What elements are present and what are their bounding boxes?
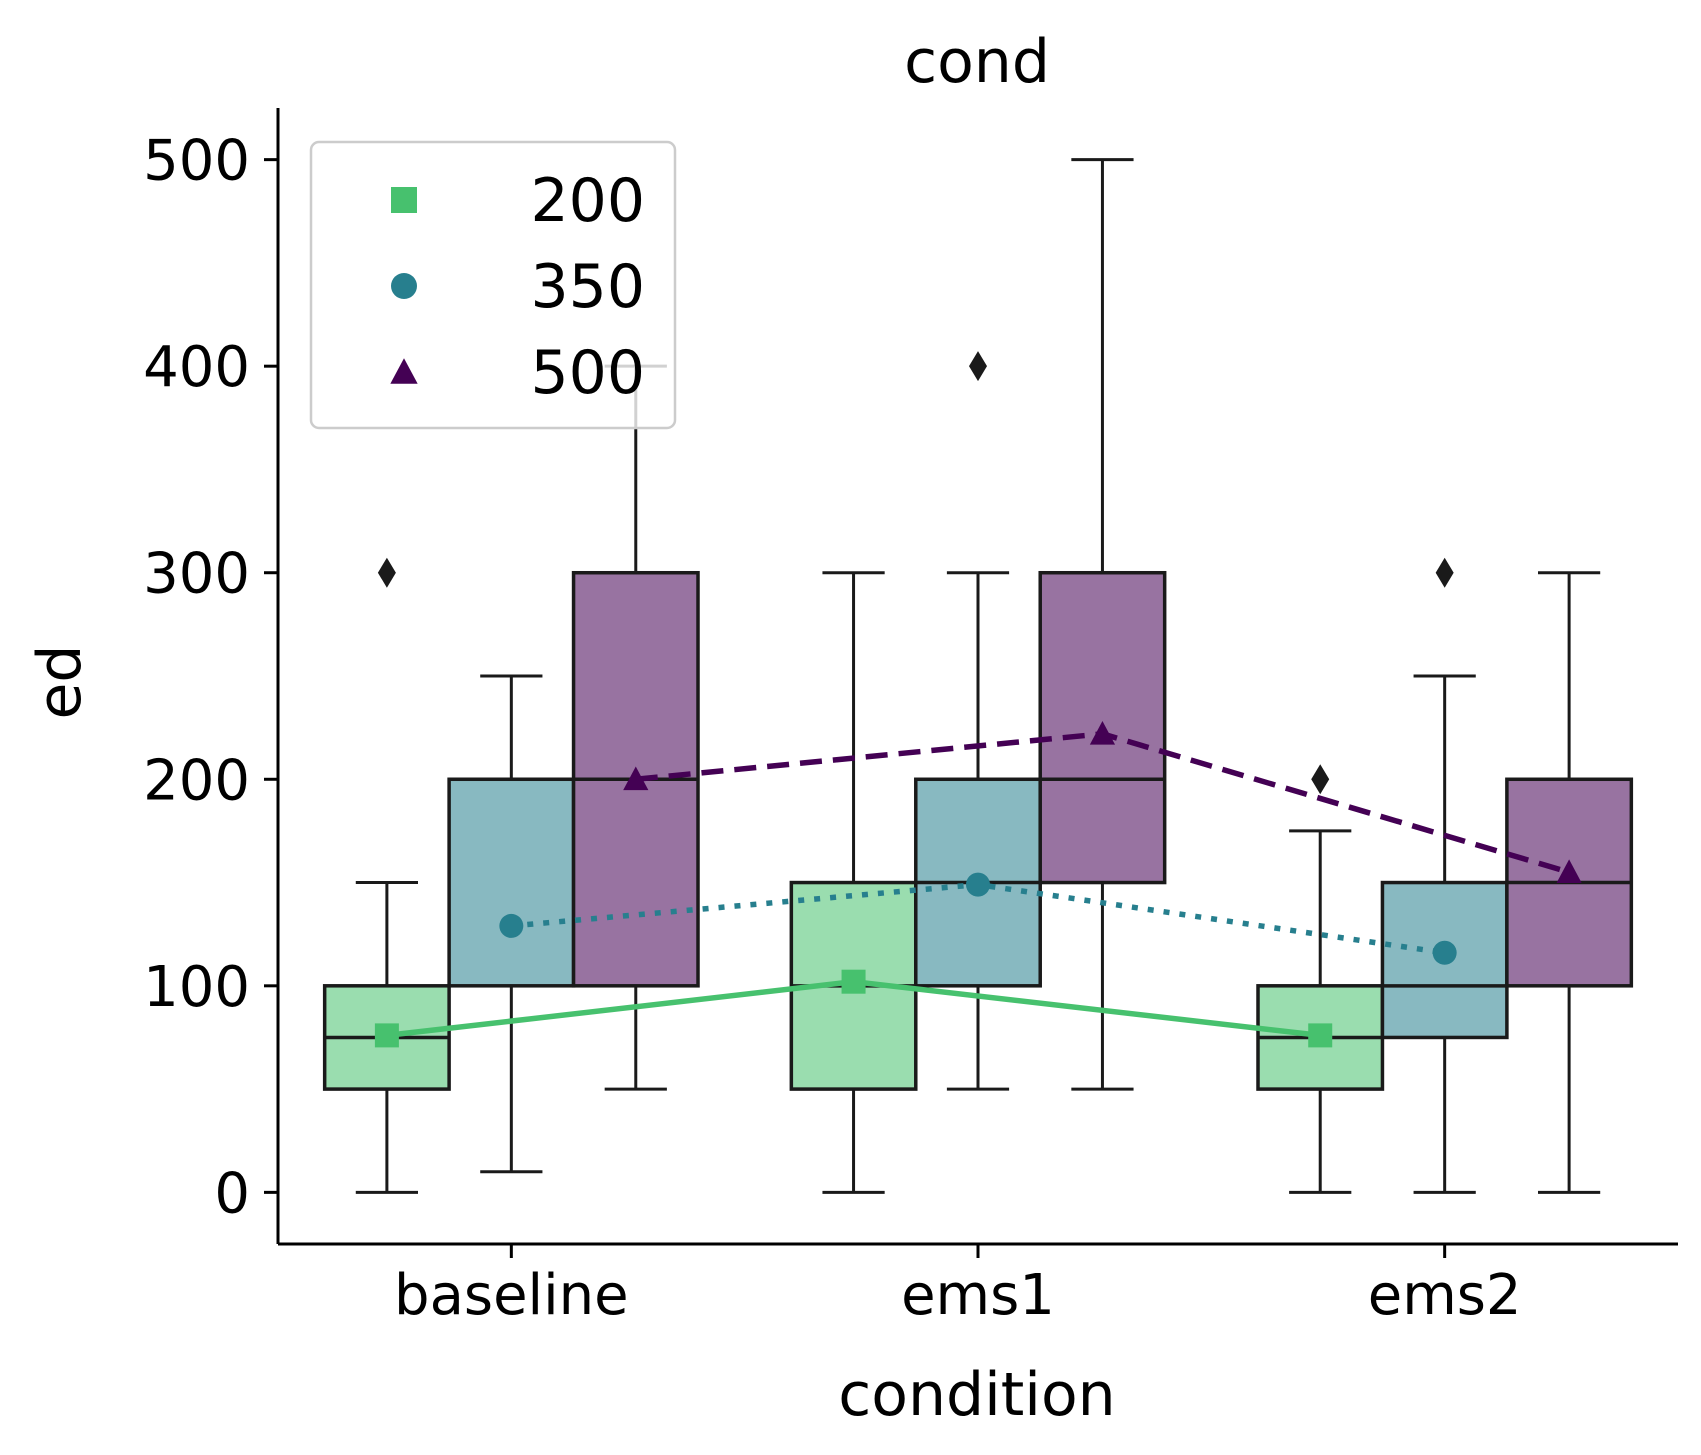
y-axis-label: ed: [25, 645, 95, 720]
box-500-ems1: [1038, 158, 1167, 1091]
flier-point: [1311, 764, 1330, 795]
box-iqr: [447, 777, 576, 988]
legend-label: 200: [530, 166, 645, 236]
x-axis-label: condition: [838, 1360, 1115, 1430]
chart-title: cond: [904, 27, 1050, 97]
y-tick-label: 100: [143, 955, 250, 1020]
mean-point-350-ems2: [1432, 940, 1457, 965]
x-tick-label: baseline: [394, 1263, 629, 1328]
flier-point: [1435, 557, 1454, 588]
legend-item-200: 200: [391, 166, 645, 236]
y-tick-label: 0: [214, 1161, 250, 1226]
axes-layer: 0 100 200 300 400 500 baseline ems1 ems2: [143, 108, 1678, 1328]
y-tick-label: 400: [143, 335, 250, 400]
x-tick-label: ems2: [1368, 1263, 1522, 1328]
flier-point: [377, 557, 396, 588]
legend-marker-circle: [391, 273, 417, 299]
legend-frame: [309, 140, 677, 430]
legend: 200 350 500: [309, 140, 677, 430]
y-tick-label: 200: [143, 748, 250, 813]
legend-label: 350: [530, 252, 645, 322]
y-tick-label: 500: [143, 129, 250, 194]
legend-marker-square: [391, 187, 417, 213]
y-tick-label: 300: [143, 542, 250, 607]
legend-item-500: 500: [390, 338, 645, 408]
mean-point-350-ems1: [966, 872, 990, 897]
legend-item-350: 350: [391, 252, 645, 322]
mean-point-500-baseline: [623, 766, 649, 791]
mean-point-500-ems1: [1089, 721, 1116, 745]
mean-point-200-ems1: [841, 969, 866, 994]
mean-point-350-baseline: [499, 913, 524, 938]
flier-point: [969, 351, 987, 382]
x-tick-label: ems1: [901, 1263, 1055, 1328]
box-200-baseline: [322, 557, 451, 1194]
legend-marker-triangle: [390, 358, 418, 384]
box-350-ems2: [1380, 557, 1509, 1194]
mean-point-200-ems2: [1308, 1023, 1333, 1048]
legend-label: 500: [530, 338, 645, 408]
mean-point-500-ems2: [1556, 859, 1582, 884]
mean-point-200-baseline: [374, 1023, 399, 1048]
box-200-ems1: [789, 571, 918, 1194]
box-350-ems1: [914, 351, 1042, 1091]
box-200-ems2: [1256, 764, 1385, 1194]
mean-lines-layer: [374, 721, 1582, 1048]
box-500-baseline: [571, 364, 700, 1091]
